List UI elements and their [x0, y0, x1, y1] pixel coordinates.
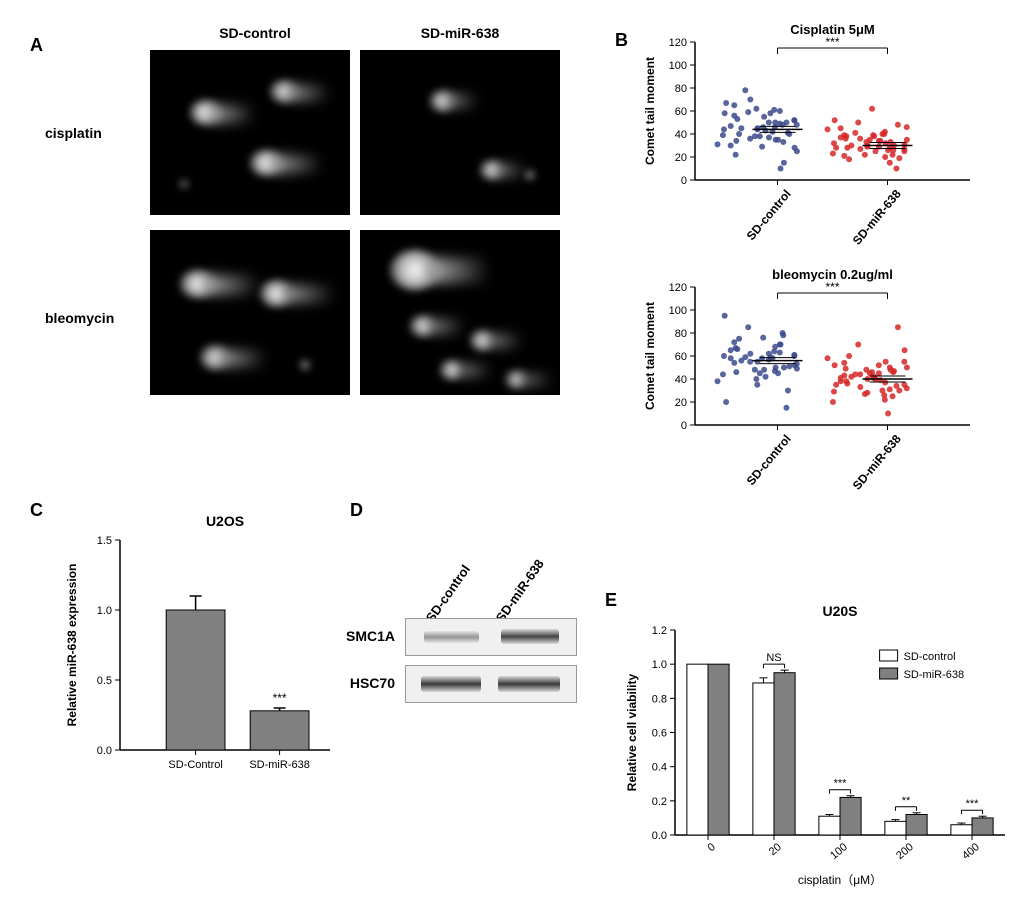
svg-text:***: ***: [966, 798, 980, 810]
comet-image-cisplatin-control: [150, 50, 350, 215]
svg-text:0.2: 0.2: [652, 796, 667, 808]
bar-chart-viability: U20S 0.0 0.2 0.4 0.6 0.8 1.0 1.2 Relative cell v…: [620, 600, 1015, 890]
panel-a-col2: SD-miR-638: [400, 25, 520, 41]
svg-text:***: ***: [825, 280, 839, 294]
panel-b-label: B: [615, 30, 628, 51]
scatter-chart-bleomycin: bleomycin 0.2ug/ml020406080100120Comet t…: [640, 265, 980, 495]
svg-text:SD-Control: SD-Control: [168, 759, 222, 771]
panel-a-col1: SD-control: [195, 25, 315, 41]
svg-text:SD-control: SD-control: [744, 187, 794, 243]
svg-text:60: 60: [675, 106, 687, 118]
svg-text:U20S: U20S: [822, 603, 857, 619]
svg-text:SD-control: SD-control: [904, 651, 956, 663]
svg-text:Relative miR-638 expression: Relative miR-638 expression: [65, 564, 79, 727]
svg-text:0.4: 0.4: [652, 762, 667, 774]
svg-text:40: 40: [675, 374, 687, 386]
blot-row-hsc70: HSC70: [335, 675, 395, 691]
svg-text:20: 20: [675, 152, 687, 164]
blot-row-smc1a: SMC1A: [335, 628, 395, 644]
svg-text:100: 100: [669, 60, 687, 72]
comet-image-cisplatin-mir638: [360, 50, 560, 215]
svg-text:SD-miR-638: SD-miR-638: [904, 669, 965, 681]
blot-hsc70: [405, 665, 577, 703]
svg-text:NS: NS: [766, 652, 781, 664]
svg-text:120: 120: [669, 282, 687, 294]
panel-e-label: E: [605, 590, 617, 611]
blot-lane2-header: SD-miR-638: [493, 557, 547, 625]
panel-a-row1: cisplatin: [45, 125, 102, 141]
svg-text:0.0: 0.0: [652, 830, 667, 842]
svg-text:120: 120: [669, 37, 687, 49]
scatter-chart-cisplatin: Cisplatin 5μM020406080100120Comet tail m…: [640, 20, 980, 250]
panel-c-label: C: [30, 500, 43, 521]
svg-text:60: 60: [675, 351, 687, 363]
svg-text:Comet tail moment: Comet tail moment: [643, 57, 657, 165]
svg-text:0.6: 0.6: [652, 728, 667, 740]
svg-text:100: 100: [669, 305, 687, 317]
svg-text:***: ***: [834, 778, 848, 790]
blot-lane1-header: SD-control: [423, 562, 473, 625]
svg-text:SD-miR-638: SD-miR-638: [850, 432, 904, 493]
svg-text:0.5: 0.5: [97, 675, 112, 687]
svg-text:200: 200: [894, 841, 916, 862]
panel-a-label: A: [30, 35, 43, 56]
svg-text:80: 80: [675, 83, 687, 95]
svg-text:0.0: 0.0: [97, 745, 112, 757]
comet-image-bleomycin-control: [150, 230, 350, 395]
svg-text:100: 100: [828, 841, 850, 862]
svg-text:0: 0: [706, 841, 718, 854]
svg-text:0: 0: [681, 175, 687, 187]
svg-text:***: ***: [825, 35, 839, 49]
blot-smc1a: [405, 618, 577, 656]
svg-text:Relative cell viability: Relative cell viability: [625, 673, 639, 791]
bar-chart-u2os-expression: U2OS 0.0 0.5 1.0 1.5 Relative miR-638 express…: [60, 510, 340, 790]
svg-text:cisplatin（μM）: cisplatin（μM）: [798, 873, 882, 887]
svg-text:80: 80: [675, 328, 687, 340]
svg-text:1.0: 1.0: [652, 659, 667, 671]
panel-d-label: D: [350, 500, 363, 521]
svg-text:**: **: [902, 795, 911, 807]
svg-text:SD-miR-638: SD-miR-638: [249, 759, 310, 771]
svg-text:40: 40: [675, 129, 687, 141]
svg-text:400: 400: [960, 841, 982, 862]
comet-image-bleomycin-mir638: [360, 230, 560, 395]
svg-text:U2OS: U2OS: [206, 513, 244, 529]
svg-text:***: ***: [273, 691, 287, 705]
svg-text:Comet tail moment: Comet tail moment: [643, 302, 657, 410]
svg-text:0: 0: [681, 420, 687, 432]
svg-text:1.2: 1.2: [652, 625, 667, 637]
figure-container: A SD-control SD-miR-638 cisplatin bleomy…: [20, 20, 1000, 881]
svg-text:20: 20: [767, 841, 784, 858]
svg-text:0.8: 0.8: [652, 693, 667, 705]
svg-text:SD-miR-638: SD-miR-638: [850, 187, 904, 248]
svg-text:SD-control: SD-control: [744, 432, 794, 488]
panel-a-row2: bleomycin: [45, 310, 114, 326]
svg-text:1.0: 1.0: [97, 605, 112, 617]
svg-text:20: 20: [675, 397, 687, 409]
svg-text:1.5: 1.5: [97, 535, 112, 547]
